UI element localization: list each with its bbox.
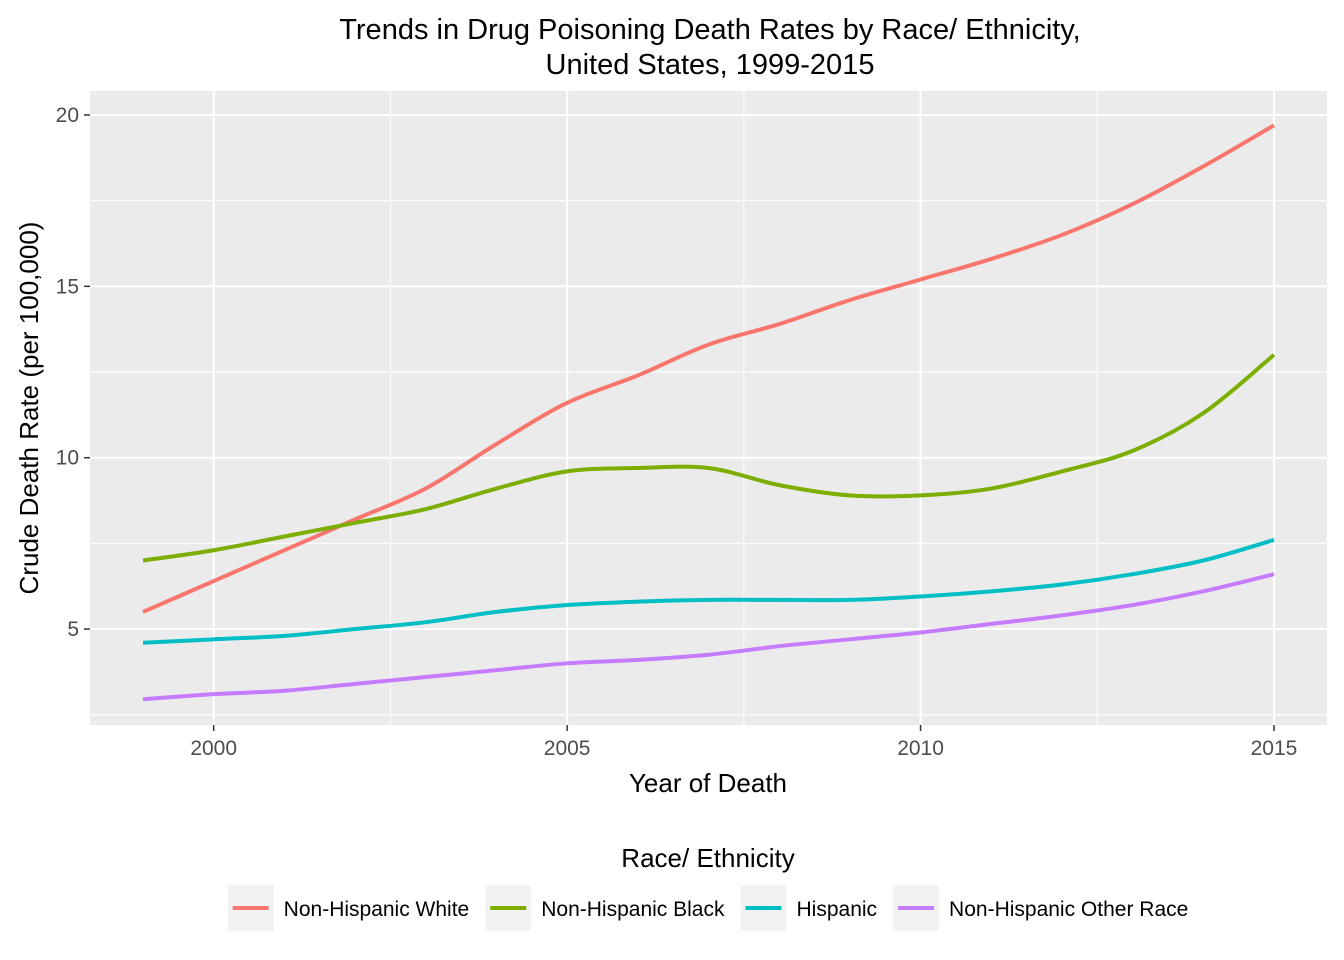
series-line-3 bbox=[142, 572, 1275, 702]
y-tick-label: 10 bbox=[56, 447, 79, 470]
y-axis-ticks: 5 10 15 20 bbox=[56, 104, 90, 641]
major-gridlines bbox=[90, 91, 1327, 725]
series-line-2 bbox=[142, 538, 1275, 645]
x-tick-label: 2010 bbox=[897, 737, 944, 760]
y-tick-label: 20 bbox=[56, 104, 79, 127]
y-tick-label: 15 bbox=[56, 275, 79, 298]
plot-panel bbox=[90, 91, 1327, 725]
x-tick-label: 2005 bbox=[544, 737, 591, 760]
legend-label: Non-Hispanic Black bbox=[541, 898, 725, 921]
chart-title-line-2: United States, 1999-2015 bbox=[546, 49, 875, 81]
legend-item-2: Hispanic bbox=[740, 885, 878, 931]
legend-title: Race/ Ethnicity bbox=[621, 843, 794, 873]
x-tick-label: 2015 bbox=[1251, 737, 1298, 760]
x-axis-title: Year of Death bbox=[629, 768, 787, 798]
legend-item-3: Non-Hispanic Other Race bbox=[893, 885, 1188, 931]
legend-item-1: Non-Hispanic Black bbox=[485, 885, 725, 931]
legend-label: Hispanic bbox=[797, 898, 878, 921]
legend-label: Non-Hispanic Other Race bbox=[949, 898, 1188, 921]
y-axis-title: Crude Death Rate (per 100,000) bbox=[14, 222, 44, 595]
series-lines bbox=[142, 123, 1276, 702]
chart-title-line-1: Trends in Drug Poisoning Death Rates by … bbox=[339, 14, 1080, 46]
x-tick-label: 2000 bbox=[190, 737, 237, 760]
series-line-1 bbox=[142, 353, 1276, 563]
x-axis-ticks: 2000 2005 2010 2015 bbox=[190, 725, 1297, 760]
legend-label: Non-Hispanic White bbox=[284, 898, 470, 921]
legend-item-0: Non-Hispanic White bbox=[227, 885, 470, 931]
y-tick-label: 5 bbox=[67, 618, 79, 641]
legend: Non-Hispanic White Non-Hispanic Black Hisp… bbox=[227, 885, 1188, 931]
